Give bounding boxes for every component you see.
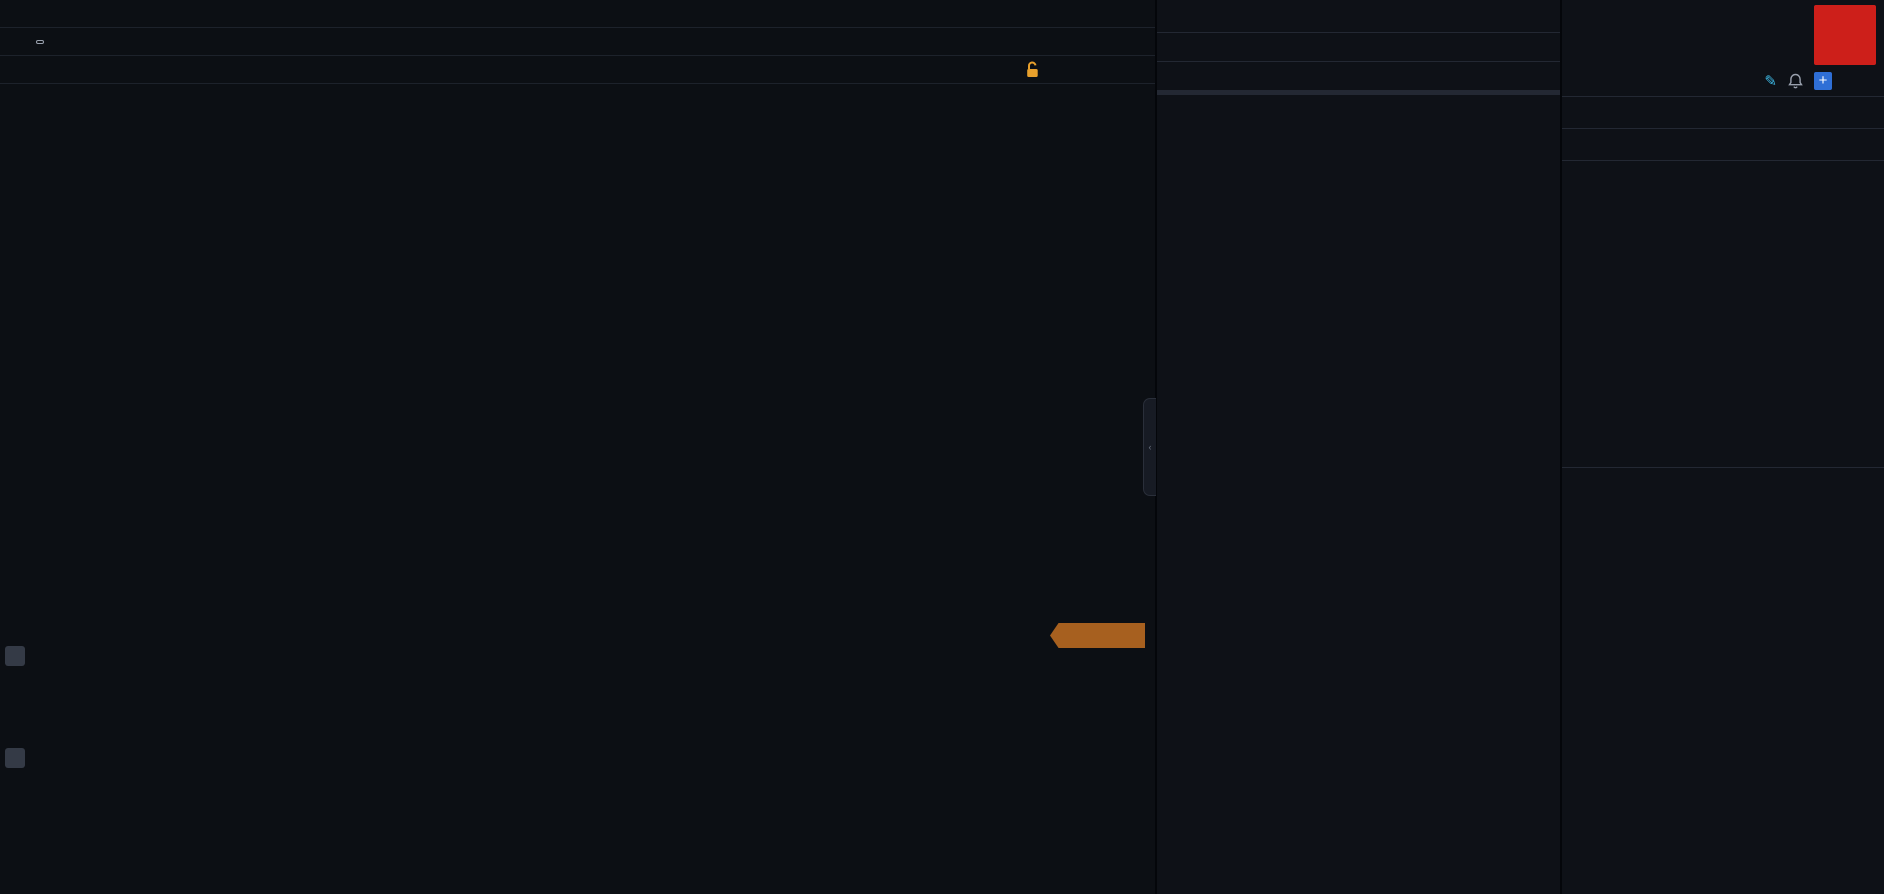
macd-pane-header — [5, 748, 73, 768]
add-icon[interactable]: + — [1814, 72, 1832, 90]
etf-stats-block — [1157, 94, 1560, 95]
quote-panel — [1155, 0, 1560, 894]
panel-collapse-handle[interactable]: ‹ — [1143, 398, 1156, 496]
ask-levels — [1157, 91, 1560, 92]
instrument-tools-row: ✎ + — [1562, 70, 1884, 97]
alert-bell-icon[interactable] — [1788, 73, 1803, 89]
candlestick-chart[interactable] — [0, 0, 1155, 894]
toolbar — [0, 0, 1155, 28]
unlock-icon[interactable] — [1025, 61, 1040, 78]
list-header-row — [1562, 129, 1884, 160]
weibi-row — [1157, 62, 1560, 91]
chart-region: ‹ — [0, 0, 1156, 894]
net-inflow-table — [1562, 467, 1884, 468]
net-inflow-chart — [1562, 195, 1884, 467]
alert-price-badge[interactable] — [1050, 623, 1145, 648]
bid-levels — [1157, 92, 1560, 93]
volume-pane-header — [5, 646, 73, 666]
wp-widget-icon[interactable] — [36, 39, 44, 44]
flow-header-row — [1562, 161, 1884, 195]
net-inflow-bars — [1562, 195, 1884, 467]
subscribe-header-row — [1562, 97, 1884, 128]
subscribe-rows — [1562, 128, 1884, 129]
quote-summary-row — [0, 28, 1155, 56]
help-icon[interactable] — [5, 748, 25, 768]
edit-pencil-icon[interactable]: ✎ — [1764, 73, 1777, 90]
ma-row-right — [1013, 61, 1155, 78]
instrument-header — [1562, 0, 1884, 70]
stats-block — [1157, 93, 1560, 94]
redeem-list-rows — [1562, 160, 1884, 161]
ma-indicator-row — [0, 56, 1155, 84]
buy-button[interactable] — [1814, 5, 1876, 65]
nav-row[interactable] — [1157, 33, 1560, 62]
market-status-row — [1157, 26, 1560, 33]
side-panel: ✎ + — [1560, 0, 1884, 894]
help-icon[interactable] — [5, 646, 25, 666]
price-header — [1157, 0, 1560, 26]
